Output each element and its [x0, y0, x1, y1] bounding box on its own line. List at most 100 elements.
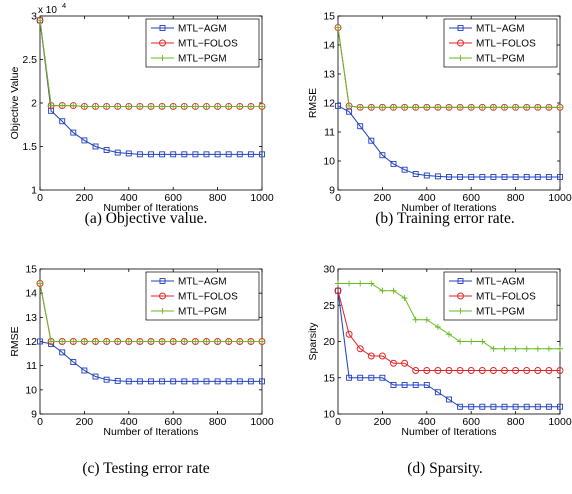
data-point-agm — [545, 173, 552, 180]
data-point-agm — [103, 376, 110, 383]
chart-panel-4: 0 200 400 600 800 1000 10 15 20 25 30 Number of Ite… — [307, 264, 572, 478]
data-point-agm — [557, 173, 563, 180]
series-line-1 — [337, 105, 560, 178]
data-point-pgm — [545, 345, 552, 352]
data-point-folos — [378, 352, 386, 360]
y-tick-label: 11 — [26, 360, 37, 372]
data-point-agm — [203, 378, 210, 385]
x-tick-label: 1000 — [250, 416, 274, 428]
x-tick-label: 400 — [418, 192, 436, 204]
data-point-folos — [512, 367, 520, 374]
y-tick-label: 2.5 — [22, 54, 37, 66]
data-point-pgm — [523, 104, 530, 111]
data-point-pgm — [192, 103, 199, 110]
data-point-agm — [479, 173, 486, 180]
data-point-pgm — [501, 104, 508, 111]
data-point-agm — [259, 151, 265, 158]
data-point-pgm — [379, 104, 386, 111]
y-tick-label: 30 — [323, 264, 335, 276]
data-point-pgm — [412, 316, 419, 323]
data-point-folos — [478, 367, 486, 374]
data-point-pgm — [192, 338, 199, 345]
data-point-agm — [401, 166, 408, 173]
y-axis-label: Objective Value — [9, 66, 21, 139]
data-point-pgm — [446, 104, 452, 111]
data-point-pgm — [545, 104, 552, 111]
legend-marker-circle-icon — [159, 39, 166, 47]
data-point-pgm — [70, 102, 77, 109]
y-tick-label: 14 — [323, 40, 335, 52]
data-point-agm — [214, 151, 221, 158]
data-point-agm — [368, 374, 375, 381]
y-axis-label: RMSE — [9, 326, 21, 356]
y-tick-label: 13 — [25, 312, 37, 324]
data-point-folos — [456, 367, 464, 374]
legend-label-3: MTL−PGM — [178, 54, 227, 65]
data-point-agm — [136, 151, 143, 158]
y-tick-label: 14 — [25, 288, 37, 300]
data-point-pgm — [159, 103, 166, 110]
data-point-agm — [534, 403, 541, 410]
data-point-pgm — [203, 338, 210, 345]
x-tick-label: 1000 — [250, 192, 274, 204]
data-point-pgm — [401, 295, 408, 301]
data-point-pgm — [557, 345, 563, 352]
data-point-pgm — [159, 338, 166, 345]
data-point-agm — [468, 403, 475, 410]
data-point-pgm — [81, 103, 88, 110]
data-point-agm — [368, 137, 375, 144]
chart-panel-2: 0 200 400 600 800 1000 9 10 11 12 13 14 15 Number of … — [307, 11, 572, 228]
data-point-agm — [446, 173, 452, 180]
data-point-pgm — [37, 17, 43, 24]
data-point-folos — [367, 352, 375, 360]
series-line-2 — [337, 290, 560, 371]
data-point-agm — [434, 389, 441, 396]
x-tick-label: 0 — [335, 192, 341, 204]
y-tick-label: 20 — [323, 336, 335, 348]
series-line-1 — [337, 290, 560, 408]
data-point-agm — [457, 173, 464, 180]
data-point-folos — [467, 367, 475, 374]
chart-panel-1: 0 200 400 600 800 1000 1 1.5 2 2.5 3 Number of Iter… — [9, 1, 274, 227]
chart-panel-3: 0 200 400 600 800 1000 9 10 11 12 13 14 15 Number of … — [9, 264, 274, 478]
x-tick-label: 800 — [209, 416, 227, 428]
x-tick-label: 800 — [507, 192, 525, 204]
data-point-pgm — [346, 280, 353, 287]
x-tick-label: 600 — [164, 192, 182, 204]
data-point-agm — [357, 123, 364, 130]
y-tick-label: 15 — [323, 11, 335, 23]
legend-label-1: MTL−AGM — [476, 24, 525, 35]
data-point-agm — [225, 378, 232, 385]
data-point-pgm — [225, 103, 232, 110]
y-tick-label: 25 — [323, 300, 335, 312]
y-tick-label: 15 — [25, 264, 37, 276]
y-tick-label: 10 — [323, 156, 335, 168]
legend-marker-square-icon — [159, 278, 166, 284]
x-tick-label: 1000 — [548, 416, 572, 428]
data-point-agm — [412, 171, 419, 178]
data-point-pgm — [423, 104, 430, 111]
legend: MTL−AGM MTL−FOLOS MTL−PGM — [145, 18, 260, 68]
data-point-agm — [148, 151, 154, 158]
y-tick-label: 1 — [31, 185, 37, 197]
data-point-agm — [114, 149, 121, 156]
data-point-pgm — [92, 103, 99, 110]
data-point-pgm — [259, 103, 265, 110]
data-point-folos — [501, 367, 508, 374]
x-tick-label: 800 — [507, 416, 525, 428]
y-tick-label: 15 — [323, 372, 335, 384]
data-point-folos — [412, 367, 420, 374]
data-point-agm — [159, 378, 166, 385]
series-line-1 — [39, 20, 262, 155]
data-point-agm — [468, 173, 475, 180]
data-point-agm — [390, 160, 397, 167]
data-point-agm — [236, 378, 243, 385]
data-point-folos — [523, 367, 531, 374]
data-point-agm — [148, 378, 154, 385]
legend: MTL−AGM MTL−FOLOS MTL−PGM — [145, 271, 260, 321]
data-point-agm — [37, 338, 43, 345]
y-tick-label: 9 — [329, 185, 335, 197]
legend-marker-plus-icon — [159, 55, 166, 61]
data-point-pgm — [225, 338, 232, 345]
data-point-pgm — [534, 104, 541, 111]
